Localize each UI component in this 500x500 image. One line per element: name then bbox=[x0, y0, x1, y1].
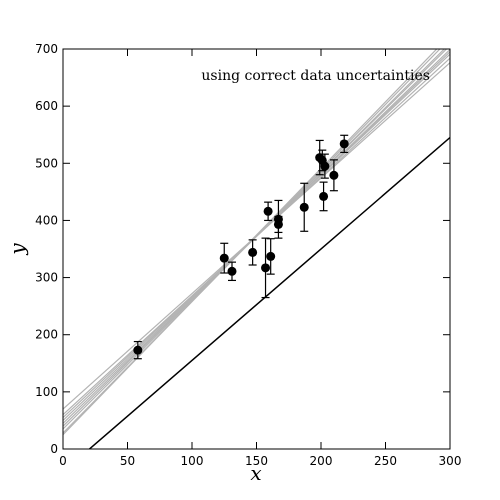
data-point-14 bbox=[329, 170, 339, 180]
x-tick-label-1: 50 bbox=[120, 454, 135, 468]
sample-line-7 bbox=[63, 49, 438, 436]
data-point-8 bbox=[273, 214, 283, 224]
data-point-1 bbox=[219, 253, 229, 263]
data-point-5 bbox=[263, 206, 273, 216]
y-tick-label-4: 400 bbox=[35, 213, 58, 227]
data-point-9 bbox=[299, 202, 309, 212]
annotation: using correct data uncertainties bbox=[201, 68, 430, 84]
y-tick-label-5: 500 bbox=[35, 156, 58, 170]
x-tick-label-6: 300 bbox=[439, 454, 462, 468]
data-point-15 bbox=[339, 139, 349, 149]
x-tick-label-4: 200 bbox=[310, 454, 333, 468]
data-point-6 bbox=[266, 251, 276, 261]
data-point-0 bbox=[133, 345, 143, 355]
data-points bbox=[133, 134, 349, 360]
data-point-2 bbox=[227, 266, 237, 276]
data-point-4 bbox=[261, 263, 271, 273]
x-tick-label-2: 100 bbox=[181, 454, 204, 468]
sample-lines bbox=[63, 49, 450, 436]
y-tick-label-1: 100 bbox=[35, 385, 58, 399]
true-line bbox=[88, 137, 450, 449]
data-point-12 bbox=[319, 191, 329, 201]
data-point-3 bbox=[248, 247, 258, 257]
x-tick-label-5: 250 bbox=[374, 454, 397, 468]
x-tick-label-0: 0 bbox=[59, 454, 67, 468]
y-tick-label-0: 0 bbox=[50, 442, 58, 456]
y-tick-label-2: 200 bbox=[35, 328, 58, 342]
x-axis-label: x bbox=[250, 461, 261, 485]
y-tick-label-3: 300 bbox=[35, 271, 58, 285]
true-line-group bbox=[88, 137, 450, 449]
data-point-13 bbox=[320, 161, 330, 171]
y-axis-label: y bbox=[5, 243, 29, 256]
sample-line-8 bbox=[63, 53, 450, 419]
y-tick-label-7: 700 bbox=[35, 42, 58, 56]
axis-ticks: 0 50 100 150 200 250 300 0 100 200 300 400 500 600 700 bbox=[35, 42, 461, 468]
y-tick-label-6: 600 bbox=[35, 99, 58, 113]
x-tick-label-3: 150 bbox=[245, 454, 268, 468]
